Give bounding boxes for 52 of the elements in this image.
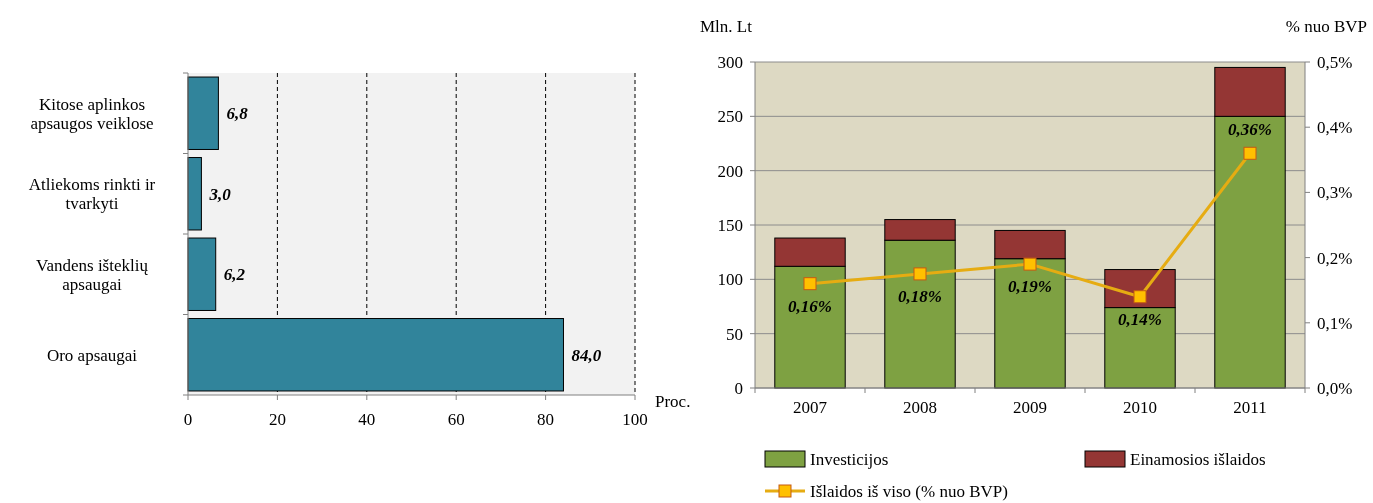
x-tick-label: 2010 <box>1123 398 1157 417</box>
y2-tick-label: 0,3% <box>1317 183 1353 203</box>
data-label: 0,18% <box>898 286 942 306</box>
point <box>1133 290 1147 304</box>
y2-axis-title: % nuo BVP <box>1285 17 1367 36</box>
y-tick-label: 50 <box>726 324 743 344</box>
y2-tick-label: 0,5% <box>1317 52 1353 72</box>
y-axis-title: Mln. Lt <box>700 17 753 36</box>
data-label: 0,16% <box>788 296 832 316</box>
bar <box>187 76 219 150</box>
y-tick-label: 200 <box>717 161 743 181</box>
bar <box>187 237 217 311</box>
x-tick-label: 20 <box>268 410 286 429</box>
bar <box>187 157 202 231</box>
data-label: 0,14% <box>1118 309 1162 329</box>
y-tick-label: 100 <box>717 270 743 290</box>
x-tick-label: 0 <box>183 410 193 429</box>
legend-label: Investicijos <box>810 449 889 469</box>
bar <box>187 318 564 392</box>
x-tick-label: 2008 <box>903 398 937 417</box>
x-tick-label: 80 <box>537 410 555 429</box>
x-tick-label: 2009 <box>1013 398 1047 417</box>
y2-tick-label: 0,0% <box>1317 378 1353 398</box>
y-tick-label: Kitose aplinkos apsaugos veiklose <box>30 94 154 133</box>
legend-label: Einamosios išlaidos <box>1130 449 1266 469</box>
data-label: 0,36% <box>1228 120 1272 140</box>
y-tick-label: Atliekoms rinkti ir tvarkyti <box>28 175 156 214</box>
y2-tick-label: 0,1% <box>1317 313 1353 333</box>
x-tick-label: 100 <box>622 410 648 429</box>
x-tick-label: 40 <box>358 410 376 429</box>
data-label: 3,0 <box>208 184 232 204</box>
y-tick-label: 300 <box>717 52 743 72</box>
y-tick-label: 150 <box>717 215 743 235</box>
y-tick-label: 250 <box>717 107 743 127</box>
x-tick-label: 2007 <box>793 398 828 417</box>
data-label: 6,2 <box>223 265 246 285</box>
x-tick-label: 60 <box>447 410 465 429</box>
point <box>913 267 927 281</box>
point <box>1023 257 1037 271</box>
y2-tick-label: 0,2% <box>1317 248 1353 268</box>
data-label: 6,8 <box>226 104 249 124</box>
y-tick-label: Vandens išteklių apsaugai <box>36 255 149 294</box>
y-tick-label: 0 <box>734 378 743 398</box>
x-axis-title: Proc. <box>655 392 691 411</box>
point <box>1243 146 1257 160</box>
y2-tick-label: 0,4% <box>1317 118 1353 138</box>
x-tick-label: 2011 <box>1233 398 1267 417</box>
point <box>803 277 817 291</box>
data-label: 84,0 <box>571 345 602 365</box>
legend-label: Išlaidos iš viso (% nuo BVP) <box>810 481 1008 501</box>
data-label: 0,19% <box>1008 277 1052 297</box>
y-tick-label: Oro apsaugai <box>46 345 138 365</box>
